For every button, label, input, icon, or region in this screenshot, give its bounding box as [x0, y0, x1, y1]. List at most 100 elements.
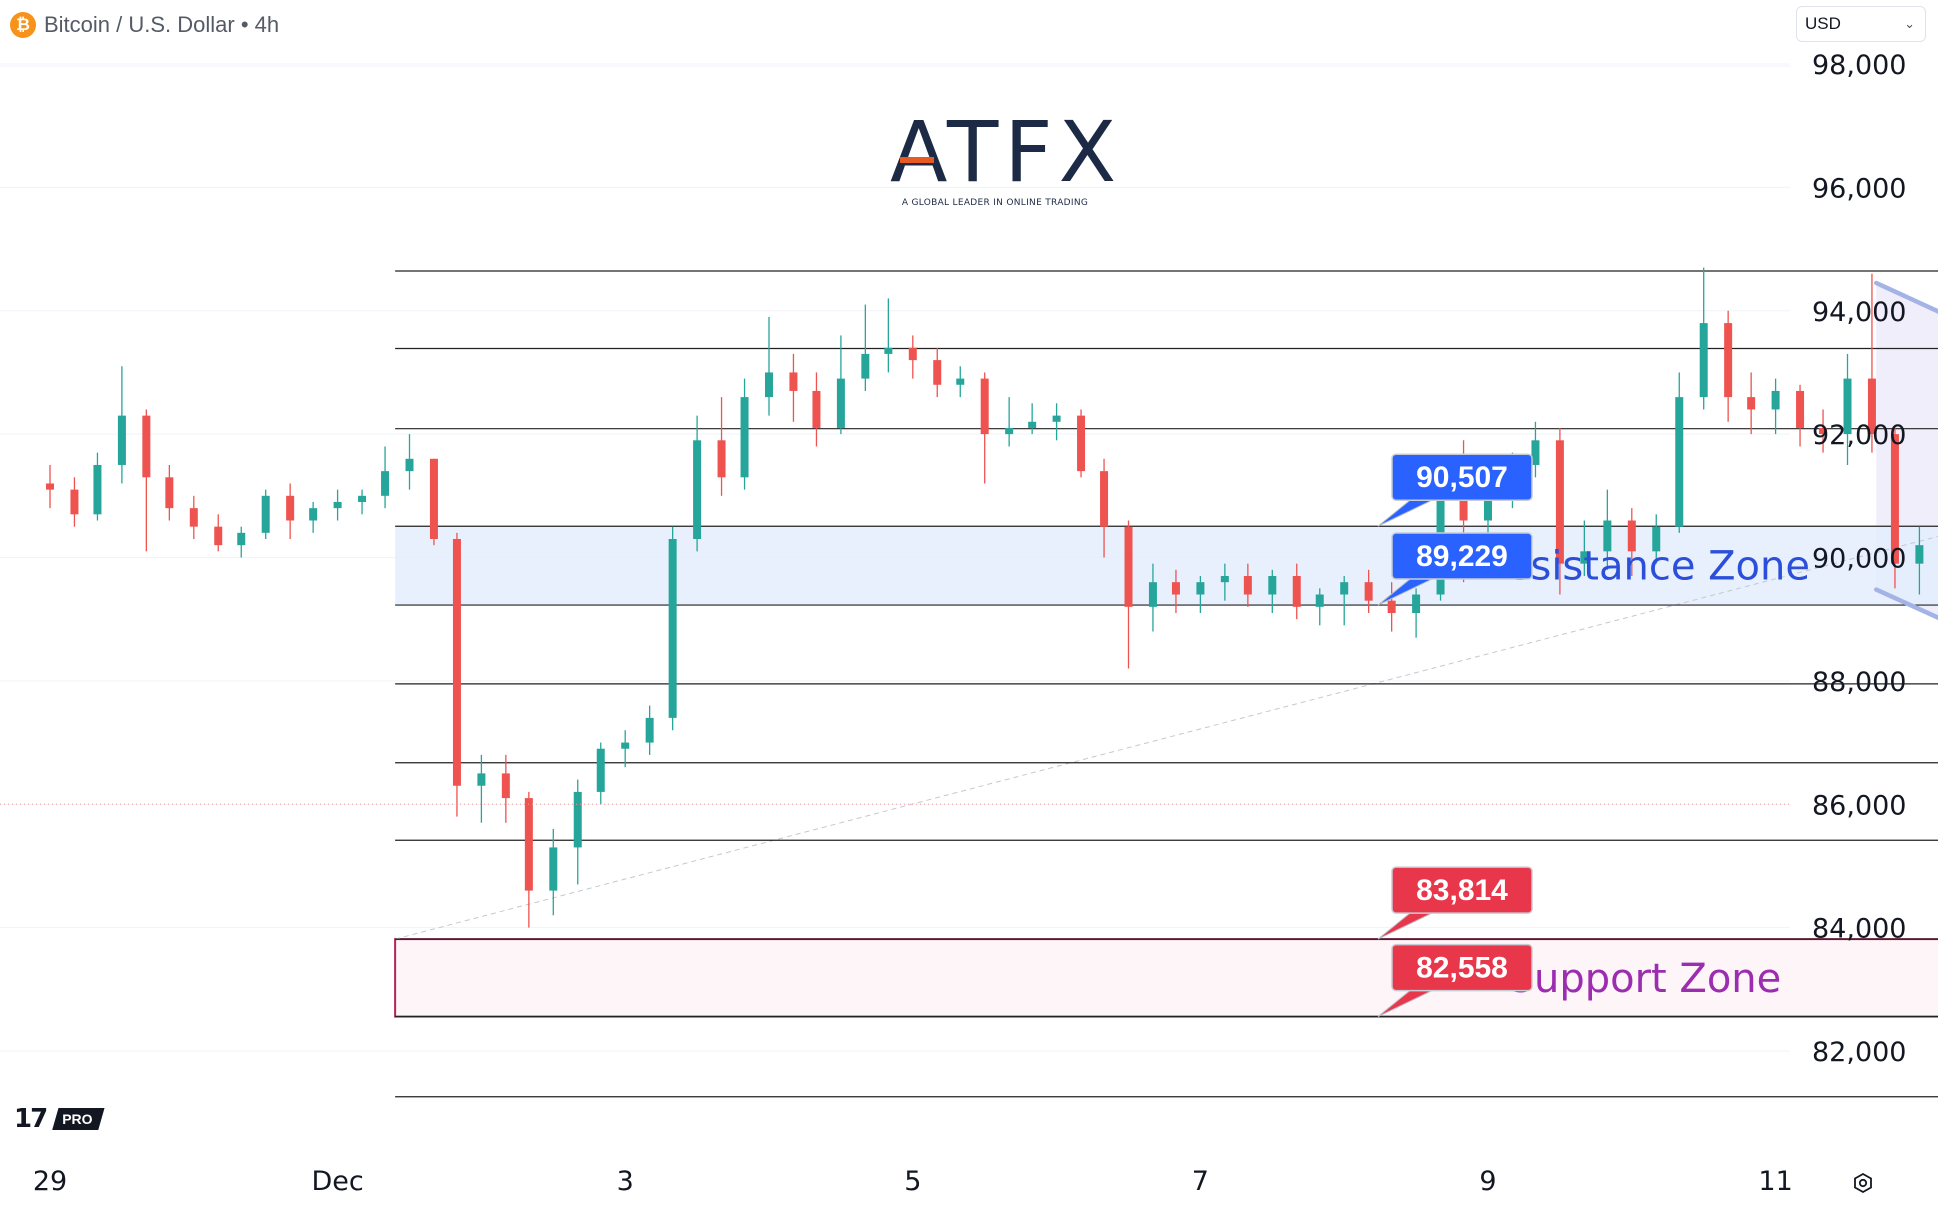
y-tick-label: 82,000 — [1812, 1037, 1906, 1068]
x-tick-label: 9 — [1479, 1166, 1496, 1197]
candle-body — [142, 415, 151, 478]
currency-select[interactable]: USD ⌄ — [1796, 6, 1926, 42]
y-tick-label: 96,000 — [1812, 173, 1906, 204]
candle-body — [1699, 323, 1708, 398]
candle-body — [1652, 526, 1661, 552]
candle-body — [1052, 415, 1061, 422]
zones — [394, 526, 1938, 1018]
candle-body — [429, 458, 438, 539]
candle-body — [1268, 576, 1277, 595]
candle-body — [1005, 427, 1014, 435]
symbol-label: Bitcoin / U.S. Dollar • 4h — [44, 12, 280, 37]
price-callout — [1391, 866, 1533, 914]
candle-body — [1627, 520, 1636, 552]
channel-area — [1876, 282, 1938, 618]
candle-body — [70, 489, 79, 515]
candle-body — [789, 372, 798, 391]
candle-body — [1028, 421, 1037, 428]
x-tick-label: 5 — [904, 1166, 921, 1197]
candle-body — [980, 378, 989, 435]
candle-body — [333, 501, 342, 509]
candle-body — [621, 742, 630, 749]
y-tick-label: 94,000 — [1812, 297, 1906, 328]
resistance-zone — [395, 526, 1938, 606]
candle-body — [405, 458, 414, 472]
zone-label: Resistance Zone — [1480, 544, 1810, 590]
candle-body — [1315, 594, 1324, 607]
symbol-header[interactable]: ₿ Bitcoin / U.S. Dollar • 4h — [10, 10, 279, 40]
x-tick-label: 29 — [33, 1166, 67, 1197]
price-callouts: 90,507 89,229 83,814 82,558 — [1377, 453, 1533, 1018]
channel-lower-line — [1874, 587, 1938, 621]
candle-body — [1100, 471, 1109, 527]
y-tick-label: 86,000 — [1812, 790, 1906, 821]
tradingview-mark-icon: 17 — [14, 1104, 48, 1134]
y-tick-label: 98,000 — [1812, 50, 1906, 81]
candle-body — [645, 717, 654, 743]
price-callout-text: 83,814 — [1416, 874, 1508, 907]
gear-icon[interactable] — [1852, 1172, 1874, 1194]
price-callout-text: 82,558 — [1416, 952, 1508, 985]
callout-pointer — [1377, 912, 1433, 940]
x-tick-label: 11 — [1758, 1166, 1792, 1197]
candle-body — [524, 798, 533, 891]
candle-body — [1555, 440, 1564, 564]
fibonacci-levels: 0 (94,644)0.116 (93,388)0.236 (92,088)0.… — [394, 270, 1938, 1098]
candle-body — [740, 397, 749, 478]
candle-body — [1890, 434, 1899, 564]
candle-body — [165, 477, 174, 509]
candle-body — [668, 538, 677, 718]
candle-body — [956, 378, 965, 385]
bitcoin-icon: ₿ — [10, 12, 36, 38]
x-axis: 29Dec357911131517192123 — [33, 1166, 1793, 1197]
candle-body — [717, 440, 726, 478]
candle-body — [1867, 378, 1876, 435]
candle-body — [286, 495, 295, 521]
candle-body — [1364, 582, 1373, 601]
candle-body — [1412, 594, 1421, 614]
candle-body — [933, 360, 942, 385]
pro-badge: PRO — [52, 1108, 105, 1130]
y-axis: 98,000 96,000 94,000 92,000 90,000 88,000 86,0… — [1812, 50, 1906, 1068]
logo-tagline: A GLOBAL LEADER IN ONLINE TRADING — [901, 198, 1089, 208]
candle-body — [237, 532, 246, 546]
candle-body — [1077, 415, 1086, 472]
candle-body — [93, 464, 102, 515]
channel-fill — [1876, 282, 1938, 618]
candle-body — [908, 347, 917, 361]
candle-body — [452, 538, 461, 786]
y-tick-label: 84,000 — [1812, 914, 1906, 945]
x-tick-label: Dec — [311, 1166, 363, 1197]
price-callout-text: 90,507 — [1416, 461, 1508, 494]
candle-body — [1387, 600, 1396, 614]
tradingview-logo: 17 PRO — [14, 1104, 105, 1134]
price-callout — [1391, 532, 1533, 580]
candle-body — [309, 508, 318, 521]
candle-body — [1292, 576, 1301, 607]
candle-body — [693, 440, 702, 539]
logo-main-text: ATFX — [890, 103, 1123, 201]
candle-body — [117, 415, 126, 465]
candle-body — [596, 748, 605, 792]
candle-body — [477, 773, 486, 786]
candle-body — [358, 495, 367, 502]
candle-body — [1843, 378, 1852, 435]
x-tick-label: 3 — [617, 1166, 634, 1197]
candle-body — [1148, 582, 1157, 607]
candle-body — [261, 495, 270, 533]
candle-body — [501, 773, 510, 799]
candle-body — [1171, 582, 1180, 595]
candle-body — [1915, 545, 1924, 564]
x-tick-label: 7 — [1192, 1166, 1209, 1197]
y-tick-label: 88,000 — [1812, 667, 1906, 698]
candle-body — [884, 347, 893, 354]
candle-body — [573, 791, 582, 848]
candle-body — [1724, 323, 1733, 398]
candle-body — [1675, 397, 1684, 527]
candle-body — [1819, 427, 1828, 435]
y-tick-label: 90,000 — [1812, 544, 1906, 575]
candle-body — [1796, 390, 1805, 428]
candle-body — [1243, 576, 1252, 595]
candle-body — [1340, 582, 1349, 595]
